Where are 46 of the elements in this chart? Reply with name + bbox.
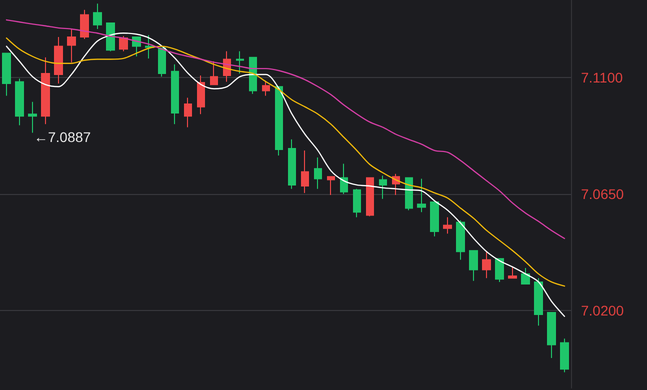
candlestick <box>405 177 413 211</box>
candlestick <box>119 35 128 52</box>
candlestick <box>482 251 491 279</box>
candlestick <box>2 52 11 96</box>
candlestick <box>184 97 192 128</box>
candlestick <box>521 267 530 285</box>
candlestick <box>262 80 270 96</box>
y-tick-label: 7.0200 <box>581 302 624 318</box>
candlestick <box>547 312 556 358</box>
candlestick <box>93 3 102 30</box>
candlestick <box>430 202 439 237</box>
y-tick-label: 7.1100 <box>581 70 623 86</box>
candlestick <box>379 175 387 200</box>
candlestick <box>145 34 154 59</box>
candlestick <box>301 150 309 194</box>
candlestick <box>80 9 89 40</box>
candlestick <box>534 278 543 326</box>
candlestick <box>41 56 50 125</box>
candlestick <box>275 86 283 156</box>
candlestick <box>495 258 504 282</box>
candlestick <box>28 101 37 134</box>
annotation: ←7.0887 <box>34 129 92 145</box>
candlestick <box>353 188 361 218</box>
candlestick <box>54 36 63 84</box>
candlestick <box>469 250 478 282</box>
candlestick <box>197 75 205 115</box>
y-tick-label: 7.0650 <box>581 186 624 202</box>
candlestick <box>210 60 218 86</box>
candlestick <box>249 56 257 94</box>
candlestick <box>443 216 452 234</box>
candlestick <box>327 176 335 196</box>
candlestick <box>15 78 24 126</box>
candlestick <box>158 48 166 78</box>
candlestick <box>508 266 517 279</box>
candlestick <box>366 177 374 217</box>
line-series <box>6 19 566 240</box>
candlestick <box>236 50 244 74</box>
candlestick <box>340 163 348 194</box>
candlestick <box>106 22 115 52</box>
candlestick <box>288 138 296 190</box>
candlestick <box>560 338 569 373</box>
candlestick <box>171 64 179 125</box>
candlestick <box>314 157 322 190</box>
candlestick <box>67 28 76 63</box>
candlestick <box>417 178 426 213</box>
candlestick <box>456 220 465 260</box>
